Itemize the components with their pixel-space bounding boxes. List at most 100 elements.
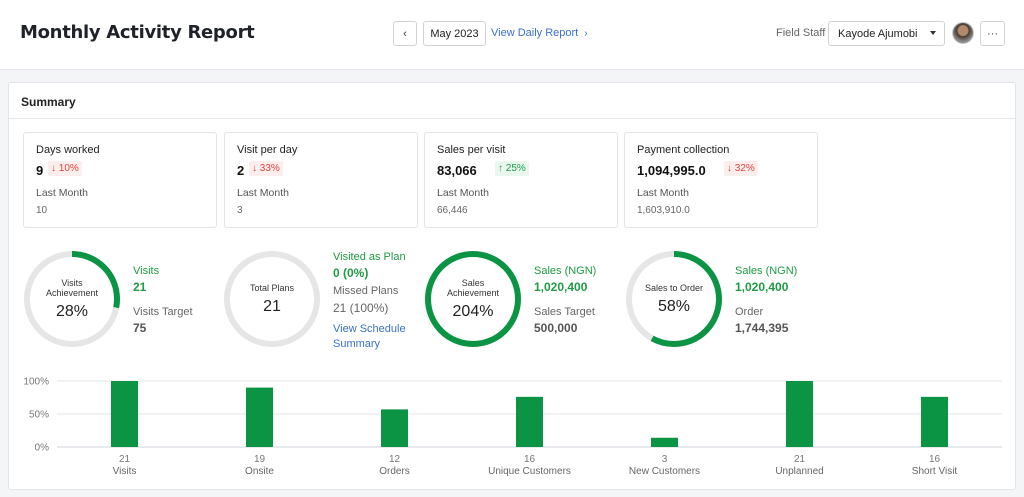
chevron-right-icon: ›: [584, 28, 588, 39]
stat-card-payment-collection: Payment collection 1,094,995.0 ↓ 32% Las…: [624, 132, 818, 228]
gauge-caption: Total Plans: [249, 282, 295, 293]
sales-to-order-gauge: Sales to Order 58%: [624, 249, 724, 349]
summary-divider: [9, 118, 1015, 119]
gauge-progress-arc: [626, 251, 722, 347]
stat-delta-badge: ↓ 33%: [249, 161, 283, 176]
bar-visits[interactable]: [111, 381, 138, 447]
bar-onsite[interactable]: [246, 387, 273, 447]
stat-delta-badge: ↓ 10%: [48, 161, 82, 176]
summary-panel: Summary Days worked 9 ↓ 10% Last Month 1…: [8, 82, 1016, 490]
gauge-value: 204%: [452, 302, 494, 320]
stat-value: 2: [237, 163, 245, 178]
last-month-value: 1,603,910.0: [637, 205, 690, 216]
gauge-info-value: 1,020,400: [534, 280, 588, 294]
gauge-ring: [425, 251, 521, 347]
bar-new-customers[interactable]: [651, 437, 678, 447]
gauge-info-label: Sales (NGN): [534, 265, 597, 277]
bar-count-label: 12: [389, 454, 401, 465]
gauge-value: 28%: [55, 302, 89, 320]
gauge-progress-arc: [425, 251, 521, 347]
stat-value: 83,066: [437, 163, 477, 178]
visits-achievement-gauge: Visits Achievement 28%: [22, 249, 122, 349]
gauge-target-label: Visits Target: [133, 306, 193, 318]
stat-label: Visit per day: [237, 144, 298, 156]
bar-category-label: Unique Customers: [488, 466, 571, 477]
stat-label: Days worked: [36, 144, 100, 156]
month-selector[interactable]: May 2023: [423, 21, 486, 46]
view-daily-report-label: View Daily Report: [491, 27, 579, 39]
summary-title: Summary: [21, 95, 76, 109]
bar-count-label: 16: [524, 454, 536, 465]
y-tick-label: 100%: [23, 377, 49, 388]
chevron-left-icon: ‹: [403, 27, 407, 40]
activity-bar-chart: 100%50%0%21Visits19Onsite12Orders16Uniqu…: [23, 377, 1002, 477]
gauge-value: 21: [263, 297, 281, 315]
bar-category-label: Visits: [113, 466, 137, 477]
bar-count-label: 19: [254, 454, 266, 465]
top-bar: Monthly Activity Report ‹ May 2023 View …: [0, 0, 1024, 70]
field-staff-label: Field Staff: [776, 27, 826, 39]
last-month-value: 3: [237, 205, 243, 216]
bar-category-label: New Customers: [629, 466, 700, 477]
sales-achievement-gauge: Sales Achievement 204%: [423, 249, 523, 349]
field-staff-select[interactable]: Kayode Ajumobi: [828, 21, 945, 46]
missed-plans-label: Missed Plans: [333, 285, 399, 297]
last-month-value: 10: [36, 205, 48, 216]
bar-orders[interactable]: [381, 409, 408, 447]
stat-label: Sales per visit: [437, 144, 506, 156]
avatar[interactable]: [952, 22, 974, 44]
gauge-track: [224, 251, 320, 347]
previous-month-button[interactable]: ‹: [393, 21, 417, 46]
field-staff-value: Kayode Ajumobi: [838, 27, 918, 40]
gauge-info-value: 21: [133, 280, 147, 294]
bar-category-label: Onsite: [245, 466, 274, 477]
more-options-button[interactable]: ···: [980, 21, 1005, 46]
view-schedule-summary-link[interactable]: View Schedule Summary: [333, 323, 406, 350]
bar-count-label: 3: [662, 454, 668, 465]
y-tick-label: 50%: [29, 410, 49, 421]
bar-count-label: 16: [929, 454, 941, 465]
caret-down-icon: [930, 31, 936, 35]
bar-unplanned[interactable]: [786, 381, 813, 447]
gauge-target-label: Sales Target: [534, 306, 595, 318]
gauge-info-label: Visited as Plan: [333, 251, 406, 263]
gauge-info-label: Sales (NGN): [735, 265, 798, 277]
gauge-info-label: Visits: [133, 265, 160, 277]
bar-category-label: Orders: [379, 466, 410, 477]
gauge-info-value: 1,020,400: [735, 280, 789, 294]
gauge-value: 58%: [657, 297, 691, 315]
gauge-caption: Sales to Order: [644, 282, 704, 293]
order-label: Order: [735, 306, 764, 318]
bar-category-label: Short Visit: [912, 466, 958, 477]
ellipsis-icon: ···: [987, 27, 998, 40]
bar-count-label: 21: [794, 454, 806, 465]
gauge-caption: Sales Achievement: [446, 277, 500, 298]
bar-count-label: 21: [119, 454, 131, 465]
gauge-info-value: 0 (0%): [333, 266, 369, 280]
gauge-caption: Visits Achievement: [45, 277, 99, 298]
stat-card-days-worked: Days worked 9 ↓ 10% Last Month 10: [23, 132, 217, 228]
bar-short-visit[interactable]: [921, 396, 948, 447]
stat-value: 1,094,995.0: [637, 163, 706, 178]
last-month-label: Last Month: [36, 187, 88, 199]
gauge-progress-arc: [24, 251, 120, 347]
stat-delta-badge: ↓ 32%: [724, 161, 758, 176]
page-title: Monthly Activity Report: [20, 22, 255, 43]
stat-delta-badge: ↑ 25%: [495, 161, 529, 176]
view-daily-report-link[interactable]: View Daily Report ›: [491, 27, 588, 39]
gauge-target-value: 500,000: [534, 321, 578, 335]
total-plans-gauge: Total Plans 21: [222, 249, 322, 349]
stat-label: Payment collection: [637, 144, 730, 156]
last-month-label: Last Month: [437, 187, 489, 199]
stat-card-visit-per-day: Visit per day 2 ↓ 33% Last Month 3: [224, 132, 418, 228]
gauge-target-value: 75: [133, 321, 147, 335]
bar-unique-customers[interactable]: [516, 396, 543, 447]
missed-plans-value: 21 (100%): [333, 301, 389, 315]
gauge-ring: [24, 251, 120, 347]
order-value: 1,744,395: [735, 321, 789, 335]
last-month-value: 66,446: [437, 205, 468, 216]
stat-value: 9: [36, 163, 44, 178]
gauge-ring: [626, 251, 722, 347]
y-tick-label: 0%: [35, 443, 50, 454]
gauge-ring: [224, 251, 320, 347]
